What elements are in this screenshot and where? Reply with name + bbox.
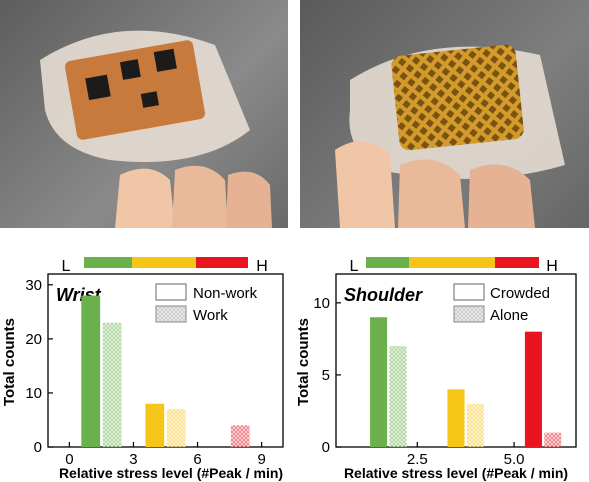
scale-bar-yellow (132, 257, 196, 268)
legend-swatch-hatched (155, 305, 187, 323)
y-tick-label: 30 (25, 277, 42, 294)
scale-low-label: L (350, 258, 359, 275)
x-tick-label: 6 (193, 451, 201, 468)
y-axis-title: Total counts (1, 318, 18, 406)
bar-work-1 (102, 322, 122, 447)
bar-non-work-2 (145, 403, 165, 447)
x-tick-label: 0 (65, 451, 73, 468)
legend-label-hatched: Alone (490, 307, 528, 324)
legend-label-hatched: Work (193, 307, 228, 324)
plot-frame (47, 273, 284, 448)
scale-bar-red (196, 257, 248, 268)
scale-bar-red (495, 257, 539, 268)
y-ticks: 0 10 20 30 (25, 277, 53, 456)
y-axis-title: Total counts (295, 318, 312, 406)
scale-bar-yellow (409, 257, 495, 268)
photo-wrist-sensor (0, 0, 288, 228)
y-tick-label: 10 (25, 385, 42, 402)
scale-low-label: L (62, 258, 71, 275)
y-tick-label: 10 (313, 295, 330, 312)
bars-group (370, 317, 562, 447)
x-ticks: 2.5 5.0 (407, 442, 525, 468)
bar-work-3 (166, 409, 186, 447)
bar-alone-5 (544, 432, 562, 447)
scale-high-label: H (546, 258, 558, 275)
bar-non-work-0 (81, 295, 101, 447)
x-ticks: 0 3 6 9 (65, 442, 266, 468)
x-axis-title: Relative stress level (#Peak / min) (344, 465, 568, 481)
bar-work-4 (230, 425, 250, 447)
x-tick-label: 5.0 (504, 451, 525, 468)
y-tick-label: 0 (322, 439, 330, 456)
bar-crowded-4 (524, 331, 542, 447)
y-tick-label: 5 (322, 367, 330, 384)
legend-label-solid: Non-work (193, 285, 258, 302)
bar-crowded-2 (447, 389, 465, 447)
y-tick-label: 0 (34, 439, 42, 456)
x-tick-label: 2.5 (407, 451, 428, 468)
photo-shoulder-sensor (300, 0, 589, 228)
legend-swatch-solid (453, 283, 485, 301)
bar-alone-1 (389, 346, 407, 447)
x-tick-label: 9 (257, 451, 265, 468)
scale-bar-green (84, 257, 132, 268)
y-tick-label: 20 (25, 331, 42, 348)
legend-label-solid: Crowded (490, 285, 550, 302)
bar-alone-3 (466, 403, 484, 447)
x-tick-label: 3 (129, 451, 137, 468)
x-axis-title: Relative stress level (#Peak / min) (59, 465, 283, 481)
scale-bar-green (366, 257, 409, 268)
bars-group (81, 295, 250, 447)
y-ticks: 0 5 10 (313, 295, 341, 456)
legend-swatch-solid (155, 283, 187, 301)
scale-high-label: H (256, 258, 268, 275)
chart-shoulder: L H Shoulder Crowded Alone 0 5 10 2.5 5.0 T… (295, 257, 577, 481)
panel-label: Shoulder (344, 285, 423, 305)
legend-swatch-hatched (453, 305, 485, 323)
bar-crowded-0 (370, 317, 388, 447)
